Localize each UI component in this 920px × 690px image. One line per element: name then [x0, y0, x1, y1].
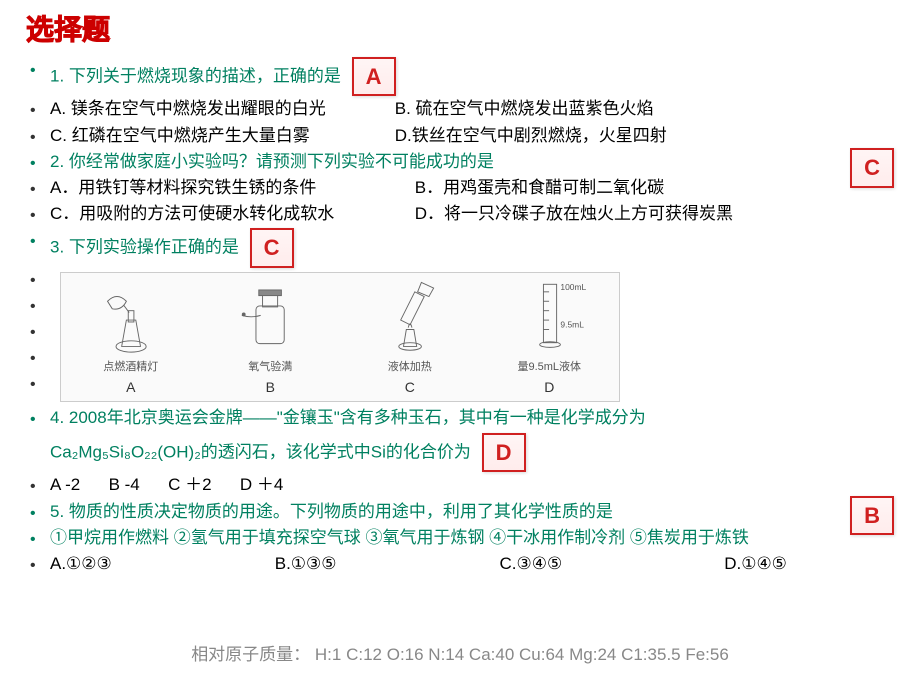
- diagram-c: 液体加热 C: [340, 273, 480, 401]
- bullet: •: [30, 473, 50, 498]
- q4-options: A -2 B -4 C ＋2 D ＋4: [50, 473, 890, 498]
- q4-answer: D: [482, 433, 526, 473]
- bullet: •: [30, 202, 50, 227]
- diagram-d: 100mL 9.5mL 量9.5mL液体 D: [480, 273, 620, 401]
- q3-diagram: 点燃酒精灯 A 氧气验满 B 液体加热 C: [60, 272, 620, 402]
- q1-text: 1. 下列关于燃烧现象的描述，正确的是: [50, 66, 341, 85]
- q5-optB: B.①③⑤: [275, 552, 495, 577]
- q5-optC: C.③④⑤: [499, 552, 719, 577]
- q5-items: ①甲烷用作燃料 ②氢气用于填充探空气球 ③氧气用于炼钢 ④干冰用作制冷剂 ⑤焦炭…: [50, 526, 890, 551]
- q2-optD: D．将一只冷碟子放在烛火上方可获得炭黑: [415, 202, 733, 227]
- atomic-masses: 相对原子质量： H:1 C:12 O:16 N:14 Ca:40 Cu:64 M…: [0, 643, 920, 668]
- q3-text: 3. 下列实验操作正确的是: [50, 238, 239, 257]
- bullet: •: [30, 500, 50, 525]
- cylinder-icon: 100mL 9.5mL: [502, 273, 596, 358]
- section-title: 选择题: [26, 10, 890, 51]
- svg-text:100mL: 100mL: [561, 282, 587, 292]
- q3-stem: 3. 下列实验操作正确的是 C: [50, 228, 890, 268]
- q5-stem: 5. 物质的性质决定物质的用途。下列物质的用途中，利用了其化学性质的是 B: [50, 500, 890, 525]
- q2-optB: B．用鸡蛋壳和食醋可制二氧化碳: [415, 176, 664, 201]
- bullet: •: [30, 150, 50, 175]
- q2-optA: A．用铁钉等材料探究铁生锈的条件: [50, 176, 410, 201]
- q2-options-2: C．用吸附的方法可使硬水转化成软水 D．将一只冷碟子放在烛火上方可获得炭黑: [50, 202, 890, 227]
- bullet: •: [30, 124, 50, 149]
- diagram-d-letter: D: [544, 377, 554, 397]
- bullet: •: [30, 176, 50, 201]
- diagram-b: 氧气验满 B: [201, 273, 341, 401]
- diagram-c-cap: 液体加热: [388, 360, 432, 376]
- q2-answer: C: [850, 148, 894, 188]
- q1-optD: D.铁丝在空气中剧烈燃烧，火星四射: [395, 124, 667, 149]
- q2-text: 2. 你经常做家庭小实验吗？请预测下列实验不可能成功的是: [50, 152, 494, 171]
- bottle-icon: [223, 273, 317, 358]
- diagram-a: 点燃酒精灯 A: [61, 273, 201, 401]
- bullet: •: [30, 97, 50, 122]
- q1-options-1: A. 镁条在空气中燃烧发出耀眼的白光 B. 硫在空气中燃烧发出蓝紫色火焰: [50, 97, 890, 122]
- diagram-a-letter: A: [126, 377, 135, 397]
- q1-optA: A. 镁条在空气中燃烧发出耀眼的白光: [50, 97, 390, 122]
- q5-text: 5. 物质的性质决定物质的用途。下列物质的用途中，利用了其化学性质的是: [50, 502, 613, 521]
- q1-answer: A: [352, 57, 396, 97]
- bullet: •: [30, 526, 50, 551]
- bullet: •: [30, 57, 50, 82]
- diagram-c-letter: C: [405, 377, 415, 397]
- q1-optB: B. 硫在空气中燃烧发出蓝紫色火焰: [395, 97, 654, 122]
- q3-answer: C: [250, 228, 294, 268]
- q4-stem-b: Ca₂Mg₅Si₈O₂₂(OH)₂的透闪石，该化学式中Si的化合价为 D: [50, 433, 890, 473]
- q2-stem: 2. 你经常做家庭小实验吗？请预测下列实验不可能成功的是 C: [50, 150, 890, 175]
- bullet: •: [30, 552, 50, 577]
- bullet: •: [30, 406, 50, 431]
- svg-text:9.5mL: 9.5mL: [561, 320, 585, 330]
- q5-optD: D.①④⑤: [724, 552, 787, 577]
- q1-optC: C. 红磷在空气中燃烧产生大量白雾: [50, 124, 390, 149]
- q5-options: A.①②③ B.①③⑤ C.③④⑤ D.①④⑤: [50, 552, 890, 577]
- heating-icon: [363, 273, 457, 358]
- diagram-d-cap: 量9.5mL液体: [517, 360, 581, 376]
- lamp-icon: [84, 273, 178, 358]
- q5-optA: A.①②③: [50, 552, 270, 577]
- bullet: •: [30, 228, 50, 253]
- q5-answer: B: [850, 496, 894, 536]
- diagram-a-cap: 点燃酒精灯: [103, 360, 158, 376]
- diagram-bullets: •••••: [30, 268, 36, 398]
- q1-options-2: C. 红磷在空气中燃烧产生大量白雾 D.铁丝在空气中剧烈燃烧，火星四射: [50, 124, 890, 149]
- q4-stem-a: 4. 2008年北京奥运会金牌——"金镶玉"含有多种玉石，其中有一种是化学成分为: [50, 406, 890, 431]
- diagram-b-cap: 氧气验满: [248, 360, 292, 376]
- q2-optC: C．用吸附的方法可使硬水转化成软水: [50, 202, 410, 227]
- q4-stem-b-text: Ca₂Mg₅Si₈O₂₂(OH)₂的透闪石，该化学式中Si的化合价为: [50, 442, 471, 461]
- diagram-b-letter: B: [266, 377, 275, 397]
- q1-stem: 1. 下列关于燃烧现象的描述，正确的是 A: [50, 57, 890, 97]
- q2-options-1: A．用铁钉等材料探究铁生锈的条件 B．用鸡蛋壳和食醋可制二氧化碳: [50, 176, 890, 201]
